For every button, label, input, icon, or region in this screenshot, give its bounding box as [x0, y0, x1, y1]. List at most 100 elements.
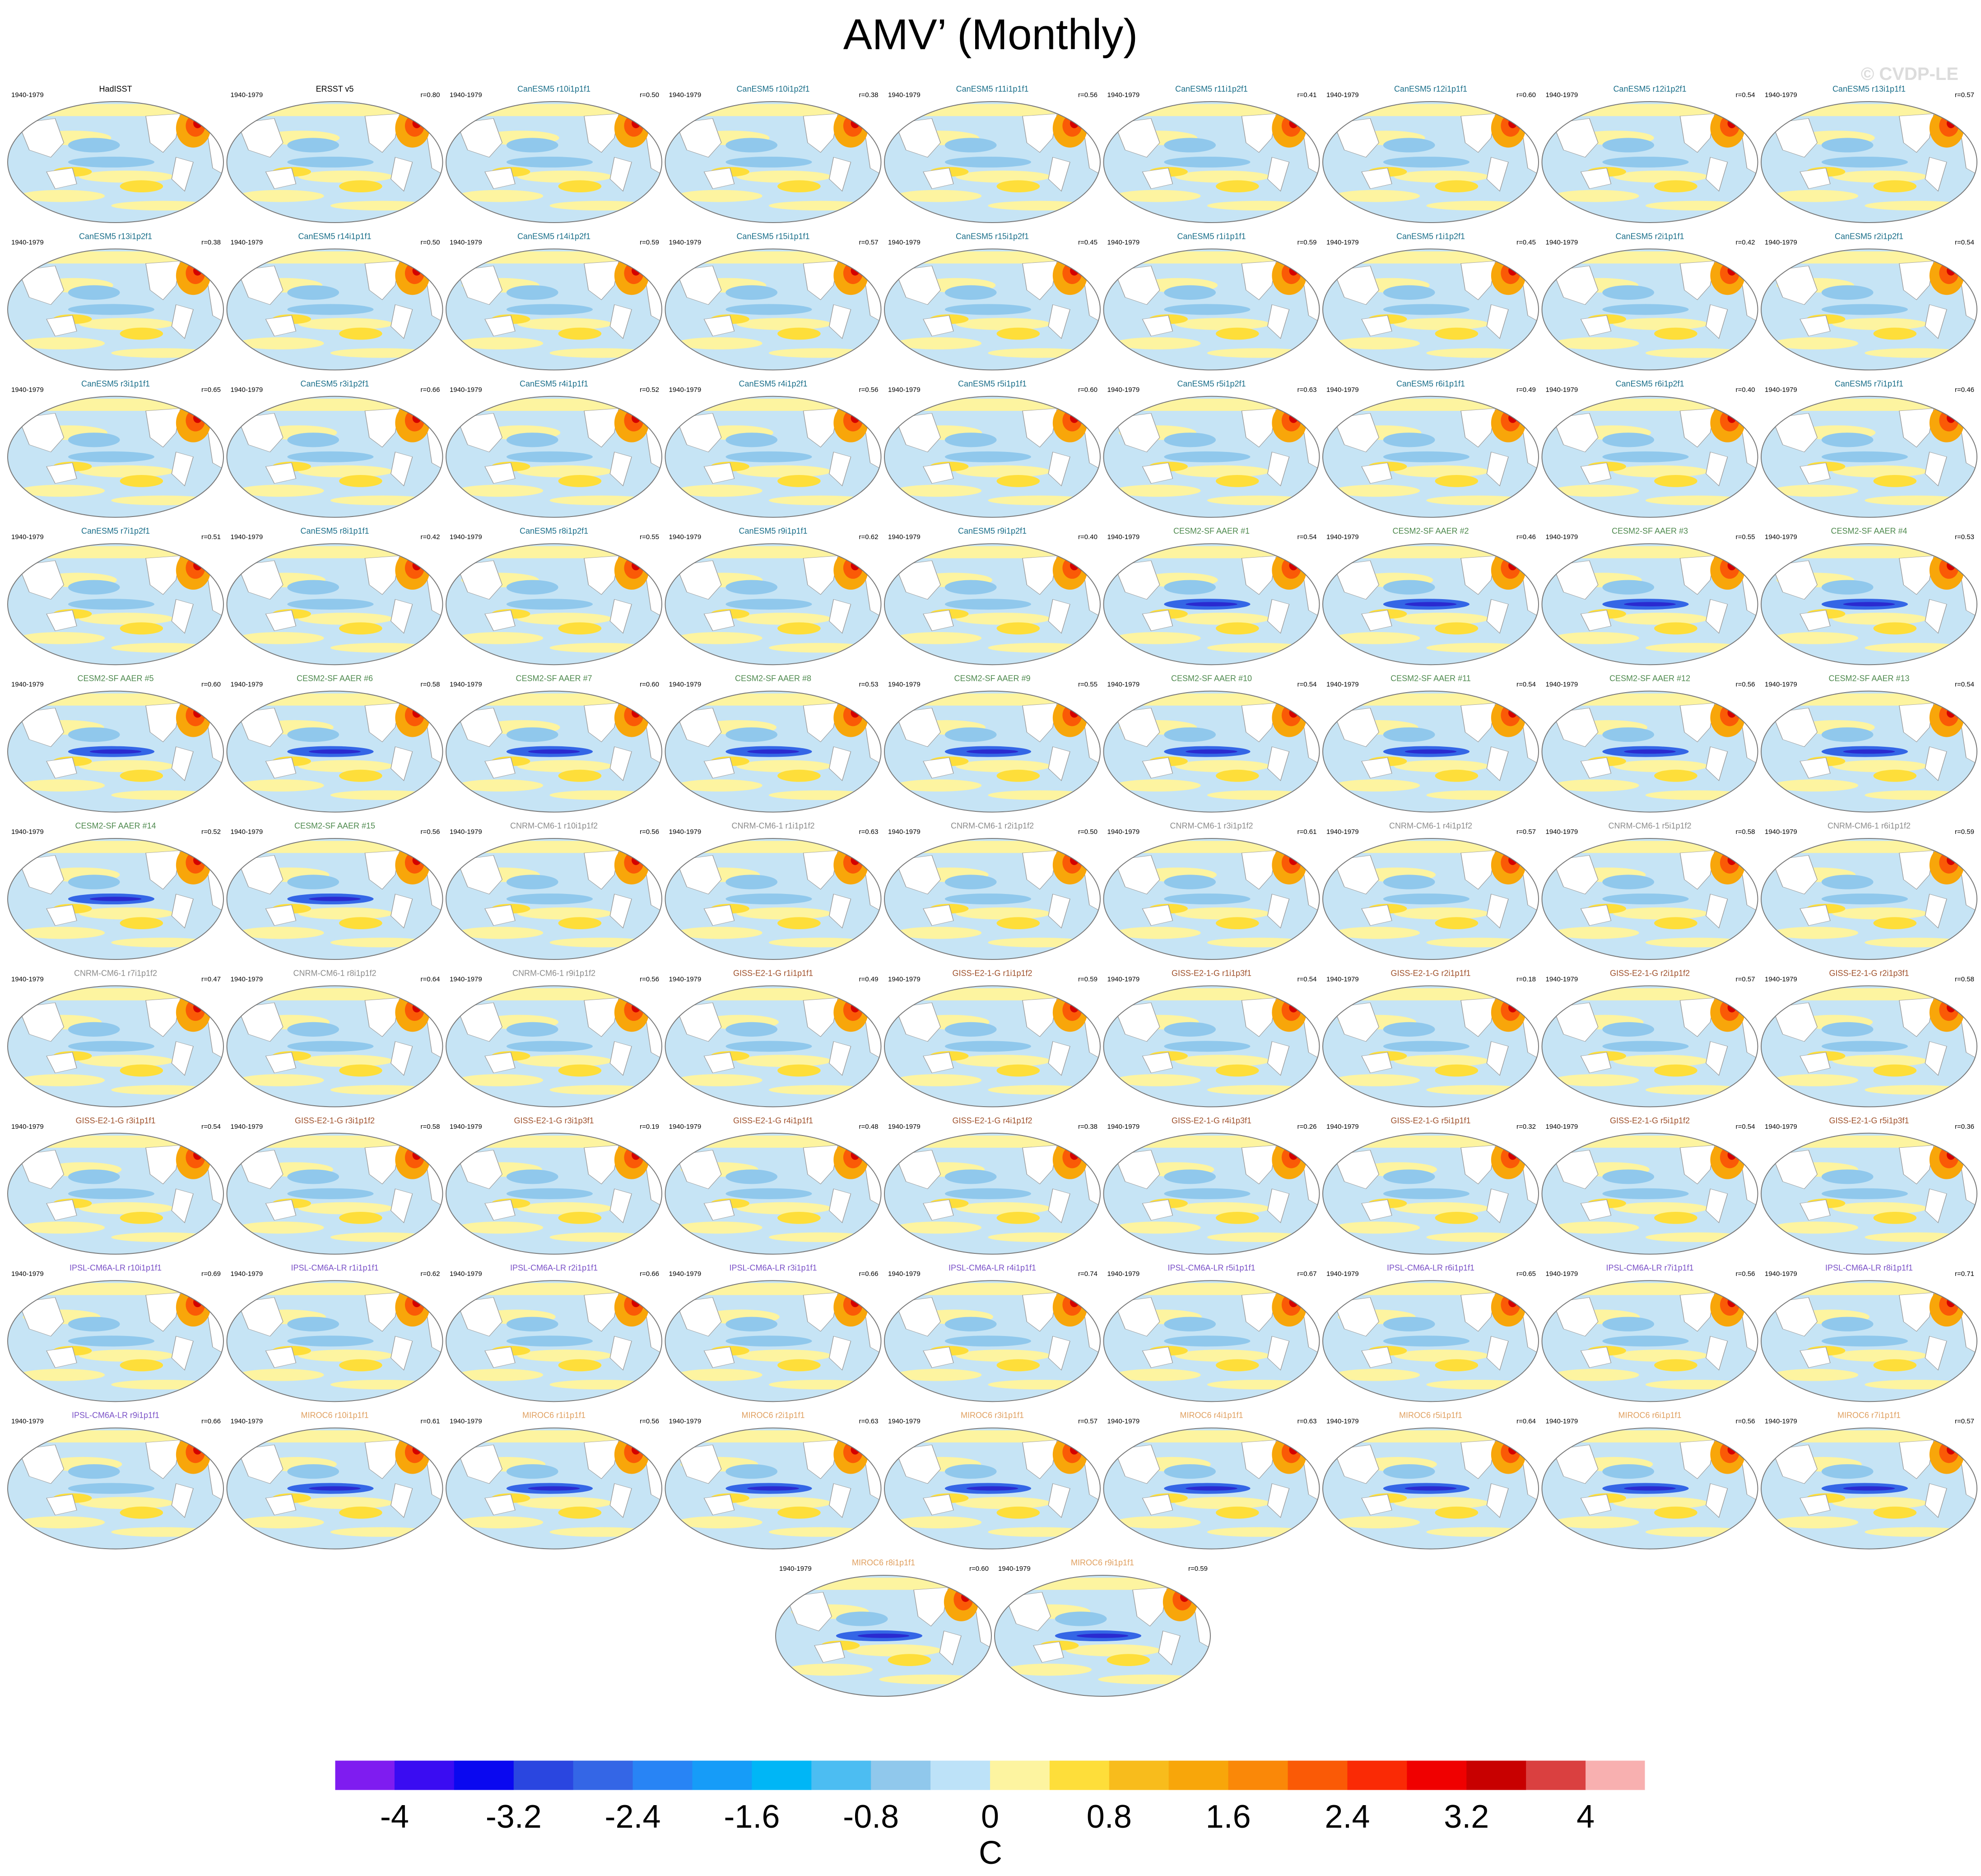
panel-title: MIROC6 r3i1p1f1 — [961, 1411, 1024, 1420]
panel-correlation: r=0.52 — [201, 828, 221, 836]
panel-title: IPSL-CM6A-LR r3i1p1f1 — [729, 1263, 817, 1272]
colorbar-tick-label: -0.8 — [843, 1799, 899, 1835]
panel-correlation: r=0.49 — [1516, 386, 1536, 394]
panel-correlation: r=0.40 — [1078, 533, 1097, 541]
map-panel: 1940-1979 GISS-E2-1-G r2i1p1f1 r=0.18 — [1322, 968, 1539, 1108]
map-panel: 1940-1979 IPSL-CM6A-LR r10i1p1f1 r=0.69 — [7, 1263, 224, 1402]
watermark-text: © CVDP-LE — [1860, 64, 1958, 84]
colorbar-box — [1228, 1760, 1288, 1790]
map-panel: 1940-1979 CanESM5 r7i1p1f1 r=0.46 — [1761, 379, 1977, 518]
map-panel: 1940-1979 GISS-E2-1-G r4i1p1f2 r=0.38 — [884, 1116, 1101, 1255]
panel-title: CanESM5 r10i1p1f1 — [517, 84, 591, 93]
panel-period: 1940-1979 — [669, 1418, 702, 1425]
panel-period: 1940-1979 — [231, 681, 263, 689]
panel-correlation: r=0.62 — [421, 1270, 440, 1278]
panel-correlation: r=0.56 — [421, 828, 440, 836]
panel-title: IPSL-CM6A-LR r9i1p1f1 — [72, 1411, 159, 1420]
map-panels: 1940-1979 HadISST 1940-1979 ERSST v5 r=0.80 1… — [7, 84, 1977, 1697]
colorbar-box — [1347, 1760, 1407, 1790]
panel-title: GISS-E2-1-G r5i1p1f2 — [1610, 1116, 1690, 1125]
map-panel: 1940-1979 CESM2-SF AAER #14 r=0.52 — [7, 821, 224, 960]
map-panel: 1940-1979 CanESM5 r8i1p2f1 r=0.55 — [446, 526, 662, 666]
panel-correlation: r=0.64 — [421, 975, 440, 983]
panel-period: 1940-1979 — [1326, 1418, 1359, 1425]
map-panel: 1940-1979 GISS-E2-1-G r1i1p1f1 r=0.49 — [665, 968, 882, 1108]
panel-period: 1940-1979 — [1107, 238, 1140, 246]
panel-period: 1940-1979 — [888, 91, 921, 99]
panel-title: IPSL-CM6A-LR r2i1p1f1 — [510, 1263, 598, 1272]
panel-period: 1940-1979 — [888, 1123, 921, 1131]
map-panel: 1940-1979 CNRM-CM6-1 r5i1p1f2 r=0.58 — [1541, 821, 1758, 960]
map-panel: 1940-1979 CESM2-SF AAER #15 r=0.56 — [226, 821, 443, 960]
panel-correlation: r=0.80 — [421, 91, 440, 99]
panel-correlation: r=0.52 — [640, 386, 659, 394]
panel-title: CNRM-CM6-1 r6i1p1f2 — [1828, 821, 1911, 830]
panel-correlation: r=0.40 — [1736, 386, 1755, 394]
map-panel: 1940-1979 GISS-E2-1-G r4i1p3f1 r=0.26 — [1103, 1116, 1320, 1255]
panel-period: 1940-1979 — [231, 238, 263, 246]
map-panel: 1940-1979 GISS-E2-1-G r5i1p1f2 r=0.54 — [1541, 1116, 1758, 1255]
panel-correlation: r=0.57 — [1516, 828, 1536, 836]
panel-title: CanESM5 r6i1p1f1 — [1396, 379, 1465, 388]
panel-correlation: r=0.41 — [1297, 91, 1317, 99]
panel-correlation: r=0.61 — [1297, 828, 1317, 836]
colorbar-box — [811, 1760, 871, 1790]
map-panel: 1940-1979 CESM2-SF AAER #9 r=0.55 — [884, 674, 1101, 813]
panel-correlation: r=0.59 — [1078, 975, 1097, 983]
panel-correlation: r=0.59 — [1297, 238, 1317, 246]
panel-period: 1940-1979 — [450, 91, 482, 99]
panel-period: 1940-1979 — [1765, 533, 1797, 541]
panel-title: CanESM5 r6i1p2f1 — [1615, 379, 1684, 388]
map-panel: 1940-1979 CESM2-SF AAER #8 r=0.53 — [665, 674, 882, 813]
panel-correlation: r=0.58 — [1736, 828, 1755, 836]
panel-title: GISS-E2-1-G r2i1p3f1 — [1829, 968, 1909, 978]
panel-correlation: r=0.58 — [1955, 975, 1974, 983]
panel-correlation: r=0.50 — [640, 91, 659, 99]
colorbar-box — [692, 1760, 752, 1790]
map-panel: 1940-1979 CESM2-SF AAER #5 r=0.60 — [7, 674, 224, 813]
panel-title: CESM2-SF AAER #7 — [516, 674, 592, 683]
map-panel: 1940-1979 CanESM5 r13i1p2f1 r=0.38 — [7, 232, 224, 371]
panel-title: CanESM5 r9i1p1f1 — [739, 526, 807, 535]
panel-title: GISS-E2-1-G r1i1p1f1 — [733, 968, 813, 978]
colorbar-unit: C — [979, 1835, 1002, 1871]
panel-correlation: r=0.38 — [201, 238, 221, 246]
map-panel: 1940-1979 CanESM5 r14i1p2f1 r=0.59 — [446, 232, 662, 371]
panel-period: 1940-1979 — [1765, 1123, 1797, 1131]
colorbar-tick-label: -3.2 — [486, 1799, 542, 1835]
panel-correlation: r=0.57 — [1955, 1418, 1974, 1425]
panel-correlation: r=0.60 — [1516, 91, 1536, 99]
map-panel: 1940-1979 CanESM5 r9i1p2f1 r=0.40 — [884, 526, 1101, 666]
panel-correlation: r=0.56 — [640, 828, 659, 836]
panel-title: MIROC6 r9i1p1f1 — [1071, 1558, 1134, 1567]
panel-title: HadISST — [99, 84, 132, 93]
panel-title: CanESM5 r4i1p2f1 — [739, 379, 807, 388]
panel-title: CESM2-SF AAER #14 — [75, 821, 156, 830]
panel-period: 1940-1979 — [231, 1270, 263, 1278]
colorbar-box — [1466, 1760, 1526, 1790]
panel-period: 1940-1979 — [1546, 1123, 1578, 1131]
colorbar-tick-label: 2.4 — [1325, 1799, 1370, 1835]
panel-correlation: r=0.56 — [640, 1418, 659, 1425]
colorbar-box — [1109, 1760, 1169, 1790]
panel-title: CanESM5 r5i1p1f1 — [958, 379, 1027, 388]
panel-title: GISS-E2-1-G r1i1p1f2 — [952, 968, 1032, 978]
map-panel: 1940-1979 IPSL-CM6A-LR r5i1p1f1 r=0.67 — [1103, 1263, 1320, 1402]
panel-period: 1940-1979 — [1765, 975, 1797, 983]
map-panel: 1940-1979 GISS-E2-1-G r5i1p3f1 r=0.36 — [1761, 1116, 1977, 1255]
panel-period: 1940-1979 — [450, 1270, 482, 1278]
panel-period: 1940-1979 — [1546, 1418, 1578, 1425]
map-panel: 1940-1979 CanESM5 r15i1p1f1 r=0.57 — [665, 232, 882, 371]
panel-title: ERSST v5 — [316, 84, 354, 93]
panel-title: CanESM5 r14i1p2f1 — [517, 232, 591, 241]
colorbar-box — [394, 1760, 455, 1790]
map-panel: 1940-1979 CNRM-CM6-1 r4i1p1f2 r=0.57 — [1322, 821, 1539, 960]
panel-correlation: r=0.56 — [1736, 1270, 1755, 1278]
panel-period: 1940-1979 — [888, 386, 921, 394]
panel-period: 1940-1979 — [669, 533, 702, 541]
panel-title: MIROC6 r1i1p1f1 — [522, 1411, 586, 1420]
panel-period: 1940-1979 — [669, 91, 702, 99]
panel-correlation: r=0.67 — [1297, 1270, 1317, 1278]
panel-correlation: r=0.48 — [859, 1123, 879, 1131]
map-panel: 1940-1979 GISS-E2-1-G r2i1p1f2 r=0.57 — [1541, 968, 1758, 1108]
